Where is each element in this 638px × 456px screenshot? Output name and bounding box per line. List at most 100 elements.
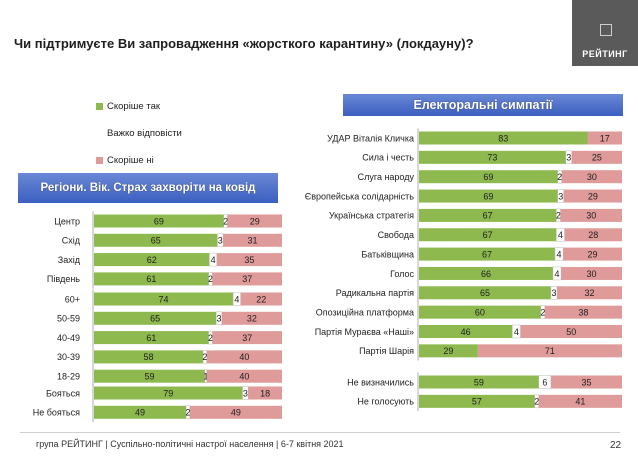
right-data-label-yes: 29 — [443, 346, 453, 356]
right-bar-no — [477, 344, 622, 358]
right-bar-no — [563, 247, 622, 261]
left-bar-no — [248, 386, 282, 400]
right-data-label-yes: 46 — [461, 327, 471, 337]
left-bar-yes — [94, 386, 243, 400]
left-data-label-yes: 65 — [151, 236, 161, 246]
left-category-label: Схід — [62, 236, 81, 246]
right-data-label-hard: 2 — [540, 307, 545, 317]
right-category-label: Опозиційна платформа — [316, 307, 414, 317]
right-data-label-no: 17 — [600, 133, 610, 143]
left-category-label: 30-39 — [57, 352, 80, 362]
left-bar-yes — [94, 233, 218, 247]
right-data-label-no: 30 — [587, 269, 597, 279]
left-data-label-yes: 74 — [159, 294, 169, 304]
left-bar-no — [212, 272, 282, 286]
left-data-label-yes: 58 — [144, 352, 154, 362]
right-data-label-yes: 65 — [480, 288, 490, 298]
right-bar-yes — [419, 150, 566, 164]
right-chart-title: Електоральні симпатії — [343, 94, 623, 116]
left-data-label-hard: 1 — [203, 372, 208, 382]
right-bar-no — [564, 228, 622, 242]
right-data-label-yes: 57 — [472, 397, 482, 407]
right-data-label-hard: 4 — [558, 230, 563, 240]
left-category-label: Захід — [58, 255, 81, 265]
right-data-label-hard: 4 — [555, 269, 560, 279]
left-data-label-no: 31 — [248, 236, 258, 246]
left-bar-yes — [94, 405, 187, 419]
right-category-label: Партія Шарія — [359, 346, 414, 356]
right-category-label: Голос — [390, 269, 414, 279]
left-data-label-hard: 2 — [208, 333, 213, 343]
right-data-label-hard: 2 — [557, 172, 562, 182]
left-bar-yes — [94, 292, 234, 306]
left-bar-no — [223, 233, 282, 247]
right-data-label-hard: 3 — [551, 288, 556, 298]
right-bar-no — [571, 150, 622, 164]
right-category-label: Партія Мураєва «Наші» — [315, 327, 414, 337]
left-data-label-hard: 3 — [218, 236, 223, 246]
left-data-label-hard: 4 — [234, 294, 239, 304]
left-data-label-yes: 49 — [135, 408, 145, 418]
left-category-label: 60+ — [65, 294, 80, 304]
right-data-label-yes: 83 — [498, 133, 508, 143]
left-data-label-yes: 79 — [163, 388, 173, 398]
left-bar-hard — [208, 272, 213, 286]
left-bar-no — [216, 253, 282, 267]
right-data-label-no: 28 — [588, 230, 598, 240]
left-data-label-hard: 4 — [211, 255, 216, 265]
left-data-label-no: 40 — [239, 352, 249, 362]
legend-item-no: Скоріше ні — [96, 155, 154, 166]
left-bar-yes — [94, 369, 205, 383]
left-data-label-yes: 59 — [144, 372, 154, 382]
right-data-label-no: 50 — [566, 327, 576, 337]
left-category-label: Бояться — [46, 388, 80, 398]
right-bar-yes — [419, 170, 558, 184]
left-data-label-yes: 62 — [147, 255, 157, 265]
left-bar-hard — [208, 330, 213, 345]
right-bar-yes — [419, 394, 535, 408]
left-category-label: 40-49 — [57, 333, 80, 343]
footer-source: група РЕЙТИНГ | Суспільно-політичні наст… — [36, 439, 344, 449]
right-data-label-no: 30 — [587, 172, 597, 182]
left-data-label-hard: 2 — [223, 216, 228, 226]
left-data-label-yes: 69 — [154, 216, 164, 226]
right-bar-yes — [419, 325, 513, 338]
right-data-label-hard: 4 — [557, 249, 562, 259]
left-bar-hard — [185, 405, 191, 420]
right-bar-yes — [419, 375, 539, 389]
left-data-label-yes: 61 — [146, 333, 156, 343]
right-data-label-yes: 67 — [482, 249, 492, 259]
right-data-label-no: 25 — [592, 153, 602, 163]
right-bar-no — [563, 189, 622, 203]
right-bar-no — [520, 325, 622, 338]
left-bar-hard — [202, 350, 208, 364]
page-number: 22 — [610, 440, 622, 451]
right-bar-yes — [419, 344, 478, 358]
legend-swatch-yes — [96, 103, 103, 110]
right-data-label-no: 29 — [588, 191, 598, 201]
left-bar-no — [189, 405, 282, 419]
logo-mark-icon — [600, 24, 612, 36]
right-bar-no — [544, 305, 622, 319]
left-bar-yes — [94, 350, 204, 364]
left-category-label: Не бояться — [33, 408, 80, 418]
right-category-label: Не визначились — [347, 377, 414, 387]
right-data-label-hard: 3 — [558, 191, 563, 201]
right-data-label-hard: 2 — [556, 211, 561, 221]
left-bar-no — [212, 331, 282, 345]
left-bar-no — [227, 214, 282, 228]
right-data-label-hard: 3 — [566, 153, 571, 163]
right-data-label-yes: 73 — [487, 153, 497, 163]
right-data-label-yes: 59 — [474, 377, 484, 387]
right-data-label-no: 41 — [575, 397, 585, 407]
right-bar-yes — [419, 305, 541, 319]
right-data-label-no: 29 — [588, 249, 598, 259]
legend-swatch-no — [96, 157, 103, 164]
right-category-label: Сила і честь — [362, 153, 414, 163]
left-data-label-hard: 3 — [217, 314, 222, 324]
right-data-label-no: 32 — [585, 288, 595, 298]
left-bar-no — [206, 350, 282, 364]
footer-divider — [20, 432, 620, 433]
right-data-label-no: 35 — [581, 377, 591, 387]
right-data-label-yes: 67 — [483, 230, 493, 240]
